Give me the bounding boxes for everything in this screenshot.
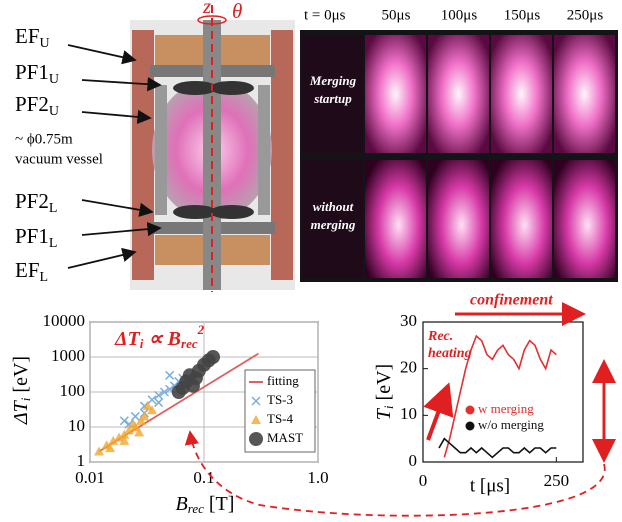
time-label: 100μs [441, 7, 478, 23]
row-label: without [313, 199, 354, 214]
axis-theta: θ [232, 0, 242, 23]
device-drawing [130, 5, 295, 292]
axis-z: z [202, 0, 211, 18]
y-tick-label: 10 [400, 404, 417, 423]
legend-symbol [249, 432, 263, 446]
row-label: merging [311, 217, 356, 232]
time-label: 250μs [567, 7, 604, 23]
coil-label: PF1L [15, 224, 57, 251]
coil-label: EFU [15, 24, 50, 51]
photo-frame [365, 160, 426, 278]
text: [eV] [10, 356, 32, 398]
text: L [40, 270, 49, 285]
photo-frame [428, 160, 489, 278]
photo-frame [365, 35, 426, 153]
circle-marker [176, 381, 190, 395]
text: U [49, 104, 59, 119]
annotation: heating [428, 346, 472, 361]
legend-label: w merging [478, 401, 534, 416]
x-tick-label: 0.01 [75, 468, 105, 487]
photo-frame [554, 160, 615, 278]
x-axis-label: t [μs] [470, 475, 510, 496]
annotation: confinement [470, 292, 553, 309]
text: ΔT [10, 399, 32, 425]
photo-frame [554, 35, 615, 153]
y-tick-label: 20 [400, 358, 417, 377]
time-label: 50μs [382, 7, 411, 23]
legend-label: fitting [267, 373, 299, 388]
text: EF [15, 258, 40, 282]
vessel-size: ~ ϕ0.75m [15, 131, 73, 147]
annotation: Rec. [427, 329, 453, 344]
text: [eV] [373, 364, 395, 406]
text: L [49, 201, 58, 216]
time-label: t = 0μs [304, 7, 346, 23]
y-tick-label: 1000 [51, 346, 85, 365]
legend-symbol [466, 406, 475, 415]
x-axis-label: Brec [T] [176, 493, 235, 516]
row-label: startup [313, 91, 352, 106]
coil-label: PF1U [15, 60, 59, 87]
text: PF1 [15, 60, 49, 84]
circle-marker [206, 350, 220, 364]
legend-label: w/o merging [478, 417, 544, 432]
figure: z θ EFUPF1UPF2UPF2LPF1LEFL ~ ϕ0.75m vacu… [0, 0, 622, 522]
y-axis-label: ΔTi [eV] [10, 356, 33, 425]
circle-marker [189, 371, 203, 385]
text: L [49, 236, 58, 251]
text: PF2 [15, 92, 49, 116]
legend-label: TS-3 [267, 392, 293, 407]
y-axis-label: Ti [eV] [373, 364, 396, 420]
legend-symbol [466, 422, 475, 431]
text: 2 [197, 322, 205, 337]
time-label: 150μs [504, 7, 541, 23]
x-tick-label: 1.0 [307, 468, 328, 487]
x-tick-label: 0 [419, 471, 428, 490]
text: [T] [204, 493, 235, 515]
coil-label: PF2U [15, 92, 59, 119]
legend-label: MAST [267, 430, 303, 445]
coil-label: PF2L [15, 189, 57, 216]
text: rec [188, 501, 204, 516]
text: PF1 [15, 224, 49, 248]
legend-label: TS-4 [267, 411, 294, 426]
photo-frame [428, 35, 489, 153]
photo-frame [491, 35, 552, 153]
text: B [176, 493, 188, 515]
y-tick-label: 100 [60, 381, 86, 400]
y-tick-label: 10 [68, 416, 85, 435]
x-tick-label: 250 [544, 471, 570, 490]
y-tick-label: 0 [409, 451, 418, 470]
text: PF2 [15, 189, 49, 213]
y-tick-label: 10000 [43, 311, 86, 330]
coil-label: EFL [15, 258, 48, 285]
text: EF [15, 24, 40, 48]
text: rec [181, 336, 198, 351]
y-tick-label: 30 [400, 311, 417, 330]
text: ΔT [114, 328, 141, 350]
text: U [40, 36, 50, 51]
row-label: Merging [309, 73, 357, 88]
photo-frame [491, 160, 552, 278]
text: U [49, 72, 59, 87]
vessel-label: vacuum vessel [15, 151, 103, 167]
text: ∝ B [143, 328, 181, 350]
